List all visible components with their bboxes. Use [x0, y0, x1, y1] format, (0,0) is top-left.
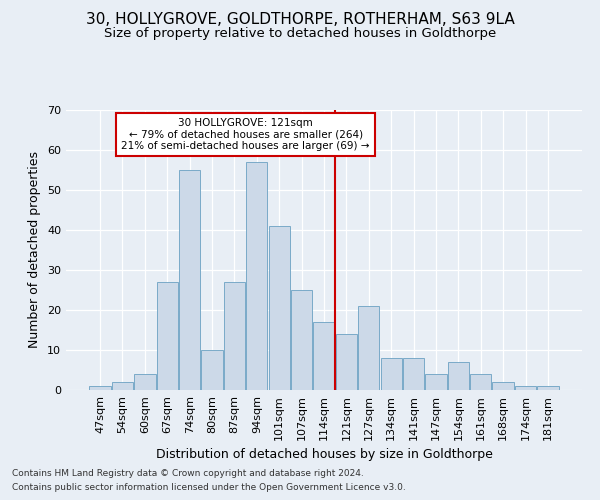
- Bar: [358, 306, 379, 390]
- Bar: [448, 362, 469, 390]
- Bar: [246, 162, 268, 390]
- Y-axis label: Number of detached properties: Number of detached properties: [28, 152, 41, 348]
- Bar: [134, 374, 155, 390]
- Text: Contains public sector information licensed under the Open Government Licence v3: Contains public sector information licen…: [12, 484, 406, 492]
- Bar: [470, 374, 491, 390]
- Text: Size of property relative to detached houses in Goldthorpe: Size of property relative to detached ho…: [104, 28, 496, 40]
- X-axis label: Distribution of detached houses by size in Goldthorpe: Distribution of detached houses by size …: [155, 448, 493, 461]
- Bar: [515, 386, 536, 390]
- Text: Contains HM Land Registry data © Crown copyright and database right 2024.: Contains HM Land Registry data © Crown c…: [12, 468, 364, 477]
- Bar: [313, 322, 335, 390]
- Bar: [224, 282, 245, 390]
- Bar: [89, 386, 111, 390]
- Bar: [112, 382, 133, 390]
- Bar: [291, 290, 312, 390]
- Bar: [202, 350, 223, 390]
- Bar: [269, 226, 290, 390]
- Bar: [157, 282, 178, 390]
- Bar: [336, 334, 357, 390]
- Text: 30, HOLLYGROVE, GOLDTHORPE, ROTHERHAM, S63 9LA: 30, HOLLYGROVE, GOLDTHORPE, ROTHERHAM, S…: [86, 12, 514, 28]
- Bar: [493, 382, 514, 390]
- Bar: [425, 374, 446, 390]
- Bar: [403, 358, 424, 390]
- Bar: [179, 170, 200, 390]
- Bar: [380, 358, 402, 390]
- Bar: [537, 386, 559, 390]
- Text: 30 HOLLYGROVE: 121sqm
← 79% of detached houses are smaller (264)
21% of semi-det: 30 HOLLYGROVE: 121sqm ← 79% of detached …: [121, 118, 370, 151]
